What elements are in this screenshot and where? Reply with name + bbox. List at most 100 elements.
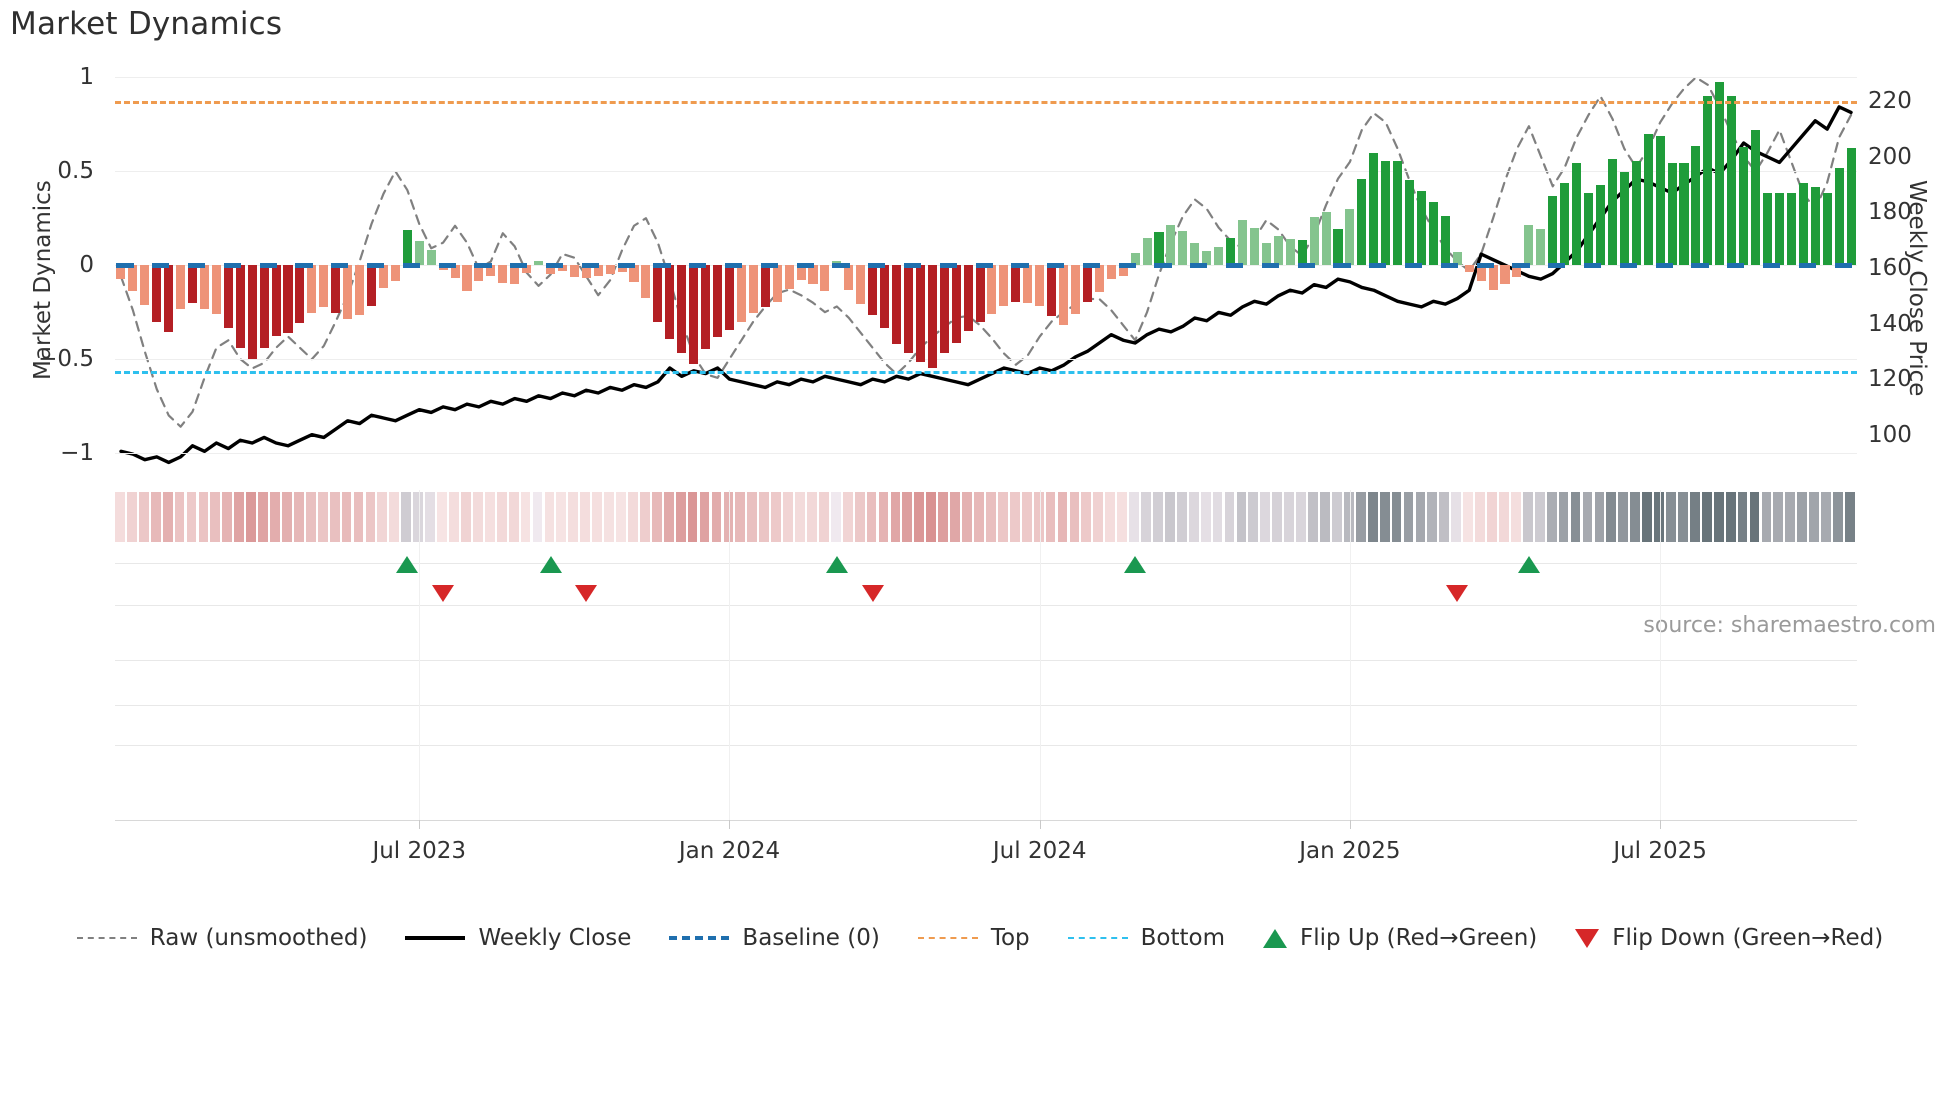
- heat-strip-cell: [1499, 492, 1509, 542]
- legend-line-swatch: [917, 937, 978, 939]
- chart-bar: [1035, 265, 1045, 306]
- baseline-dash: [617, 263, 635, 269]
- heat-strip-cell: [1773, 492, 1784, 542]
- heat-strip-cell: [544, 492, 555, 542]
- chart-bar: [593, 265, 603, 276]
- chart-bar: [1082, 265, 1092, 302]
- chart-bar: [629, 265, 639, 283]
- baseline-dash: [1440, 263, 1459, 269]
- chart-bar: [1560, 182, 1570, 266]
- heat-strip-cell: [1510, 492, 1521, 542]
- chart-bar: [188, 265, 198, 303]
- heat-strip-cell: [687, 492, 698, 542]
- heat-strip-cell: [126, 492, 137, 542]
- legend-item[interactable]: Flip Up (Red→Green): [1263, 925, 1537, 951]
- heat-strip-cell: [1701, 492, 1712, 542]
- baseline-dash: [223, 263, 242, 269]
- flip-up-marker[interactable]: [1124, 556, 1147, 573]
- chart-bar: [1261, 242, 1271, 266]
- flip-up-marker[interactable]: [539, 556, 562, 573]
- heat-strip-cell: [866, 492, 877, 542]
- heat-strip-cell: [771, 492, 781, 542]
- heat-strip-cell: [1463, 492, 1474, 542]
- chart-bar: [748, 265, 758, 314]
- x-guide-line: [1349, 490, 1351, 820]
- chart-bar: [653, 265, 663, 322]
- baseline-dash: [295, 263, 313, 269]
- heat-strip-cell: [1821, 492, 1831, 542]
- heat-strip-cell: [580, 492, 591, 542]
- heat-strip-cell: [1391, 492, 1402, 542]
- heat-strip-cell: [115, 492, 125, 542]
- chart-bar: [295, 265, 305, 324]
- y-tick-label-right: 100: [1868, 421, 1912, 448]
- flip-up-marker[interactable]: [1517, 556, 1540, 573]
- heat-strip-cell: [854, 492, 865, 542]
- heat-strip-cell: [508, 492, 519, 542]
- gridline-left: [115, 77, 1857, 79]
- spacer-row-2: [115, 705, 1857, 706]
- chart-bar: [486, 265, 496, 276]
- legend-item[interactable]: Top: [917, 925, 1030, 951]
- legend-item[interactable]: Flip Down (Green→Red): [1575, 925, 1883, 951]
- legend-item[interactable]: Raw (unsmoothed): [76, 925, 367, 951]
- chart-bar: [1619, 172, 1629, 266]
- chart-bar: [1142, 237, 1152, 266]
- heat-strip-cell: [926, 492, 937, 542]
- chart-bar: [1178, 231, 1188, 266]
- flip-up-marker[interactable]: [825, 556, 848, 573]
- heat-strip-cell: [496, 492, 507, 542]
- spacer-row-3: [115, 745, 1857, 746]
- chart-bar: [402, 230, 412, 266]
- heat-strip-cell: [878, 492, 889, 542]
- heat-strip-cell: [234, 492, 245, 542]
- flip-down-marker[interactable]: [575, 585, 598, 602]
- y-tick-label-left: 1: [79, 64, 94, 91]
- chart-bar: [1751, 129, 1761, 266]
- heat-strip-cell: [1403, 492, 1414, 542]
- chart-bar: [271, 265, 281, 336]
- baseline-dash: [724, 263, 743, 269]
- chart-bar: [283, 265, 293, 333]
- heat-strip-cell: [365, 492, 376, 542]
- baseline-dash: [1082, 263, 1101, 269]
- x-tick-mark: [1349, 820, 1351, 829]
- legend-item[interactable]: Bottom: [1067, 925, 1225, 951]
- baseline-dash: [1798, 263, 1816, 269]
- legend-swatch: [669, 929, 730, 947]
- chart-bar: [1369, 153, 1379, 266]
- heat-strip-cell: [210, 492, 221, 542]
- chart-bar: [784, 265, 794, 289]
- spacer-row-1: [115, 660, 1857, 661]
- heat-strip-cell: [818, 492, 829, 542]
- chart-bar: [736, 265, 746, 322]
- baseline-dash: [331, 263, 349, 269]
- x-tick-label: Jan 2025: [1299, 838, 1401, 864]
- heat-strip-cell: [1439, 492, 1450, 542]
- heat-strip-cell: [1534, 492, 1545, 542]
- baseline-dash: [1369, 263, 1387, 269]
- x-guide-line: [729, 490, 731, 820]
- flip-down-marker[interactable]: [1446, 585, 1469, 602]
- legend-item[interactable]: Weekly Close: [405, 925, 631, 951]
- legend-item[interactable]: Baseline (0): [669, 925, 880, 951]
- chart-bar: [235, 265, 245, 348]
- y-tick-label-right: 120: [1868, 366, 1912, 393]
- heat-strip-cell: [1153, 492, 1163, 542]
- heat-strip-cell: [950, 492, 960, 542]
- flip-down-marker[interactable]: [861, 585, 884, 602]
- gridline-left: [115, 171, 1857, 173]
- chart-bar: [1595, 185, 1605, 266]
- heat-strip-cell: [639, 492, 650, 542]
- heat-strip-cell: [437, 492, 447, 542]
- chart-bar: [677, 265, 687, 354]
- heat-strip-cell: [532, 492, 543, 542]
- flip-down-marker[interactable]: [432, 585, 455, 602]
- chart-bar: [701, 265, 711, 349]
- chart-bar: [1357, 178, 1367, 266]
- heat-strip-cell: [1475, 492, 1485, 542]
- heat-strip-cell: [1021, 492, 1032, 542]
- gridline-left: [115, 452, 1857, 454]
- baseline-dash: [832, 263, 850, 269]
- flip-up-marker[interactable]: [396, 556, 419, 573]
